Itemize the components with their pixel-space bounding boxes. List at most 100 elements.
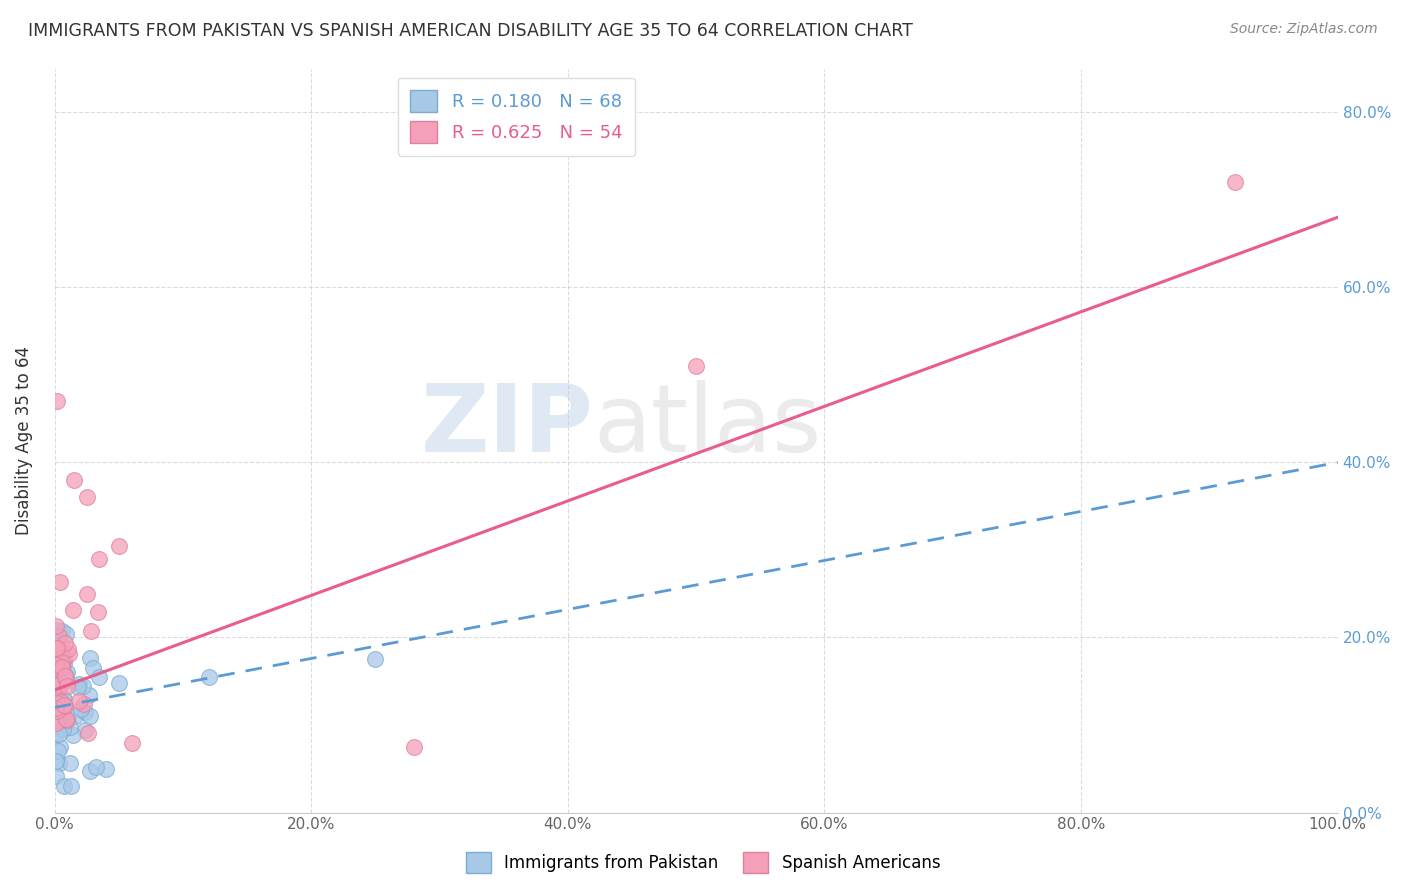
- Point: [53, 651, 76, 665]
- Point: [51, 656, 73, 670]
- Text: IMMIGRANTS FROM PAKISTAN VS SPANISH AMERICAN DISABILITY AGE 35 TO 64 CORRELATION: IMMIGRANTS FROM PAKISTAN VS SPANISH AMER…: [28, 22, 912, 40]
- Point: [79, 709, 101, 723]
- Point: [77, 688, 100, 702]
- Point: [69, 702, 91, 716]
- Point: [45, 651, 67, 665]
- Point: [60, 779, 83, 793]
- Point: [45, 716, 67, 731]
- Legend: R = 0.180   N = 68, R = 0.625   N = 54: R = 0.180 N = 68, R = 0.625 N = 54: [398, 78, 636, 156]
- Point: [51, 660, 73, 674]
- Point: [73, 698, 96, 712]
- Point: [107, 539, 129, 553]
- Point: [45, 641, 67, 656]
- Text: Source: ZipAtlas.com: Source: ZipAtlas.com: [1230, 22, 1378, 37]
- Point: [45, 677, 67, 691]
- Point: [55, 712, 77, 726]
- Point: [45, 647, 67, 661]
- Point: [55, 669, 77, 683]
- Point: [121, 735, 143, 749]
- Text: ZIP: ZIP: [420, 380, 593, 472]
- Point: [45, 632, 67, 647]
- Point: [46, 713, 69, 727]
- Point: [107, 676, 129, 690]
- Point: [46, 653, 69, 667]
- Point: [402, 739, 425, 754]
- Point: [53, 779, 76, 793]
- Point: [45, 676, 67, 690]
- Point: [66, 681, 89, 695]
- Point: [79, 651, 101, 665]
- Point: [52, 723, 75, 737]
- Point: [45, 769, 67, 783]
- Point: [46, 662, 69, 676]
- Point: [51, 695, 73, 709]
- Point: [45, 701, 67, 715]
- Point: [73, 705, 96, 719]
- Point: [45, 677, 67, 691]
- Point: [51, 661, 73, 675]
- Point: [56, 642, 79, 657]
- Point: [45, 676, 67, 690]
- Point: [46, 744, 69, 758]
- Point: [48, 678, 70, 692]
- Point: [51, 659, 73, 673]
- Point: [45, 688, 67, 702]
- Point: [52, 698, 75, 713]
- Point: [48, 574, 70, 589]
- Point: [45, 706, 67, 720]
- Point: [53, 636, 76, 650]
- Point: [48, 662, 70, 676]
- Point: [45, 659, 67, 673]
- Point: [48, 629, 70, 643]
- Point: [52, 693, 75, 707]
- Point: [53, 656, 76, 670]
- Point: [45, 648, 67, 663]
- Point: [76, 491, 98, 505]
- Point: [89, 670, 111, 684]
- Point: [46, 664, 69, 678]
- Point: [46, 657, 69, 672]
- Point: [56, 665, 79, 679]
- Point: [51, 641, 73, 656]
- Point: [94, 762, 117, 776]
- Point: [62, 603, 84, 617]
- Point: [63, 708, 86, 723]
- Point: [46, 640, 69, 655]
- Point: [48, 648, 70, 662]
- Point: [82, 661, 104, 675]
- Point: [59, 756, 82, 770]
- Text: atlas: atlas: [593, 380, 821, 472]
- Point: [62, 729, 84, 743]
- Point: [685, 359, 707, 373]
- Point: [45, 727, 67, 741]
- Point: [48, 681, 70, 695]
- Point: [197, 670, 219, 684]
- Point: [67, 694, 90, 708]
- Point: [48, 756, 70, 771]
- Point: [52, 722, 75, 736]
- Point: [84, 760, 107, 774]
- Point: [56, 712, 79, 726]
- Point: [46, 642, 69, 657]
- Point: [51, 699, 73, 714]
- Point: [48, 688, 70, 702]
- Point: [67, 677, 90, 691]
- Point: [75, 723, 97, 738]
- Point: [45, 656, 67, 670]
- Point: [364, 652, 387, 666]
- Point: [53, 698, 76, 713]
- Point: [49, 740, 72, 755]
- Point: [87, 605, 110, 619]
- Point: [51, 649, 73, 664]
- Point: [51, 714, 73, 728]
- Point: [58, 647, 80, 661]
- Point: [59, 720, 82, 734]
- Legend: Immigrants from Pakistan, Spanish Americans: Immigrants from Pakistan, Spanish Americ…: [460, 846, 946, 880]
- Point: [76, 587, 98, 601]
- Point: [55, 627, 77, 641]
- Point: [46, 704, 69, 718]
- Point: [45, 710, 67, 724]
- Point: [49, 714, 72, 729]
- Point: [51, 624, 73, 639]
- Point: [45, 661, 67, 675]
